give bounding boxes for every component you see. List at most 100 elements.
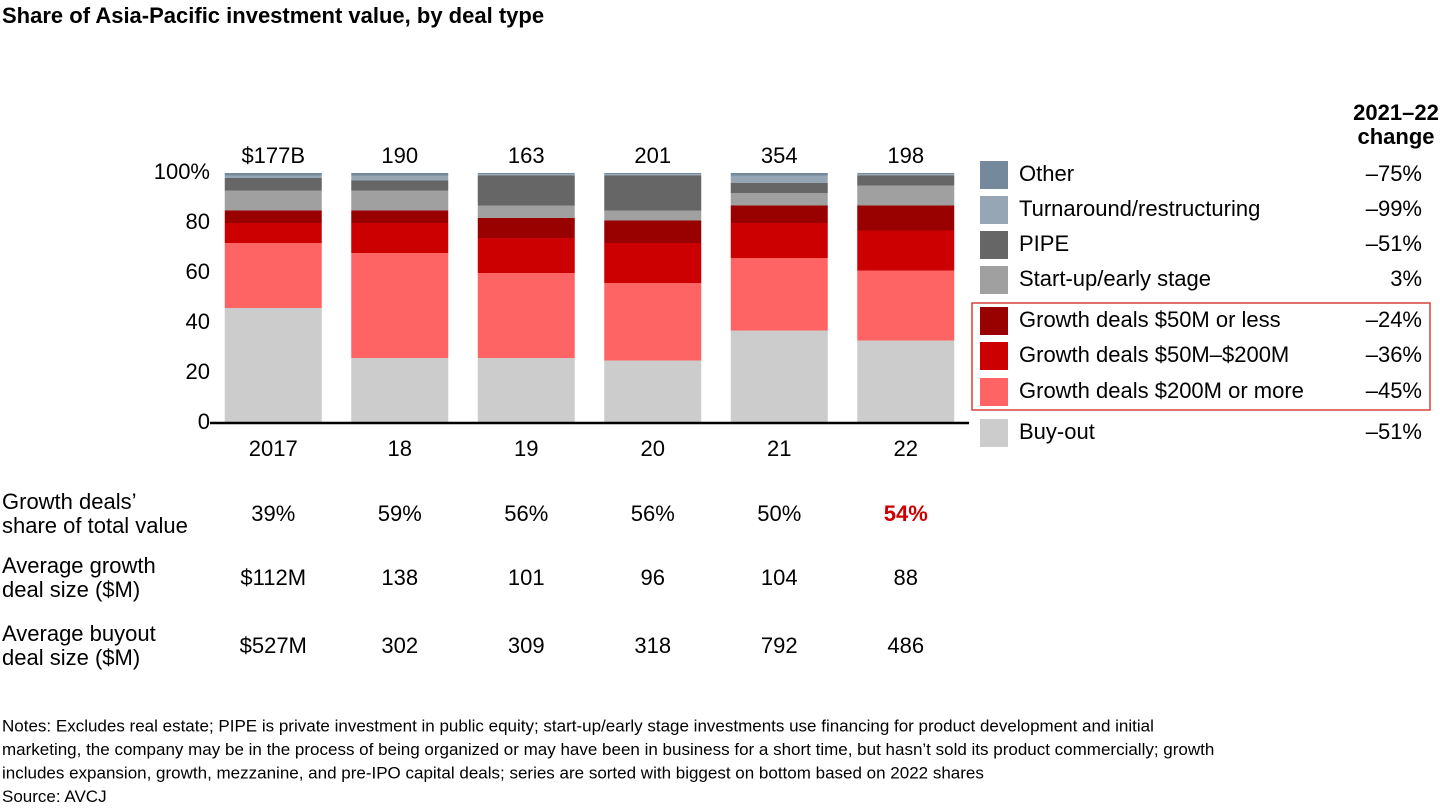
row-value: 104	[761, 565, 798, 590]
y-tick-label: 100%	[154, 159, 210, 184]
bar-segment	[730, 330, 828, 423]
x-tick-label: 22	[894, 436, 918, 461]
note: Source: AVCJ	[2, 787, 107, 806]
legend-label: Growth deals $50M or less	[1019, 307, 1281, 332]
x-tick-label: 19	[514, 436, 538, 461]
bar-segment	[730, 193, 828, 206]
legend-label: Growth deals $200M or more	[1019, 378, 1304, 403]
total-label: 201	[634, 143, 671, 168]
bar-segment	[351, 210, 449, 223]
total-label: $177B	[241, 143, 305, 168]
chart-title: Share of Asia-Pacific investment value, …	[2, 3, 544, 28]
legend-swatch	[980, 342, 1008, 370]
bar-segment	[351, 190, 449, 211]
row-value: $527M	[240, 633, 307, 658]
legend-swatch	[980, 378, 1008, 406]
row-value: 39%	[251, 501, 295, 526]
bar-segment	[857, 185, 955, 206]
legend-label: Start-up/early stage	[1019, 266, 1211, 291]
legend-swatch	[980, 231, 1008, 259]
legend-label: Buy-out	[1019, 419, 1095, 444]
change-header: 2021–22	[1353, 100, 1439, 125]
row-value: 54%	[884, 501, 928, 526]
bar-segment	[477, 205, 575, 218]
bar-segment	[224, 175, 322, 178]
legend-label: Growth deals $50M–$200M	[1019, 342, 1289, 367]
legend-swatch	[980, 307, 1008, 335]
legend-label: PIPE	[1019, 231, 1069, 256]
x-tick-label: 21	[767, 436, 791, 461]
bar-segment	[857, 175, 955, 186]
bar-segment	[351, 253, 449, 358]
row-value: 56%	[631, 501, 675, 526]
y-tick-label: 20	[186, 359, 210, 384]
row-value: 56%	[504, 501, 548, 526]
bar-segment	[857, 174, 955, 176]
row-label: share of total value	[2, 513, 188, 538]
legend-label: Turnaround/restructuring	[1019, 196, 1260, 221]
bar-segment	[604, 283, 702, 361]
bar-segment	[730, 183, 828, 193]
note: marketing, the company may be in the pro…	[2, 740, 1214, 759]
bar-segment	[730, 223, 828, 258]
bar-segment	[857, 340, 955, 423]
change-header: change	[1357, 124, 1434, 149]
legend-change: –99%	[1366, 196, 1422, 221]
total-label: 163	[508, 143, 545, 168]
row-value: 309	[508, 633, 545, 658]
bar-segment	[730, 175, 828, 183]
bar-segment	[224, 190, 322, 211]
bar-segment	[857, 205, 955, 231]
row-label: Growth deals’	[2, 489, 137, 514]
bar-segment	[857, 230, 955, 271]
bar-segment	[477, 273, 575, 358]
legend-swatch	[980, 196, 1008, 224]
legend-change: –51%	[1366, 419, 1422, 444]
row-value: 318	[634, 633, 671, 658]
bar-segment	[224, 210, 322, 223]
row-label: Average growth	[2, 553, 156, 578]
bar-segment	[351, 180, 449, 191]
bar-segment	[224, 173, 322, 176]
bar-segment	[477, 174, 575, 176]
row-value: 96	[641, 565, 665, 590]
legend-change: 3%	[1390, 266, 1422, 291]
bar-segment	[477, 218, 575, 238]
bar-segment	[604, 210, 702, 221]
bar-segment	[730, 173, 828, 176]
note: Notes: Excludes real estate; PIPE is pri…	[2, 716, 1154, 735]
legend-change: –45%	[1366, 378, 1422, 403]
total-label: 198	[887, 143, 924, 168]
bar-segment	[351, 358, 449, 423]
row-value: 59%	[378, 501, 422, 526]
bar-segment	[477, 173, 575, 175]
row-label: Average buyout	[2, 621, 156, 646]
bar-segment	[351, 223, 449, 253]
bar-segment	[730, 258, 828, 331]
growth-group-box	[971, 302, 1431, 411]
bar-segment	[604, 360, 702, 423]
bar-segment	[477, 175, 575, 206]
bar-segment	[351, 175, 449, 181]
bar-segment	[351, 173, 449, 176]
row-value: $112M	[240, 565, 306, 590]
total-label: 190	[381, 143, 418, 168]
row-label: deal size ($M)	[2, 577, 140, 602]
y-tick-label: 40	[186, 309, 210, 334]
note: includes expansion, growth, mezzanine, a…	[2, 763, 984, 782]
bar-segment	[604, 175, 702, 211]
legend-change: –36%	[1366, 342, 1422, 367]
bar-segment	[730, 205, 828, 223]
row-value: 138	[381, 565, 418, 590]
legend-swatch	[980, 161, 1008, 189]
row-value: 101	[508, 565, 545, 590]
legend-swatch	[980, 419, 1008, 447]
bar-segment	[224, 178, 322, 191]
row-value: 50%	[757, 501, 801, 526]
legend-change: –24%	[1366, 307, 1422, 332]
bar-segment	[224, 223, 322, 243]
bar-segment	[477, 238, 575, 273]
row-value: 302	[381, 633, 418, 658]
row-value: 792	[761, 633, 798, 658]
